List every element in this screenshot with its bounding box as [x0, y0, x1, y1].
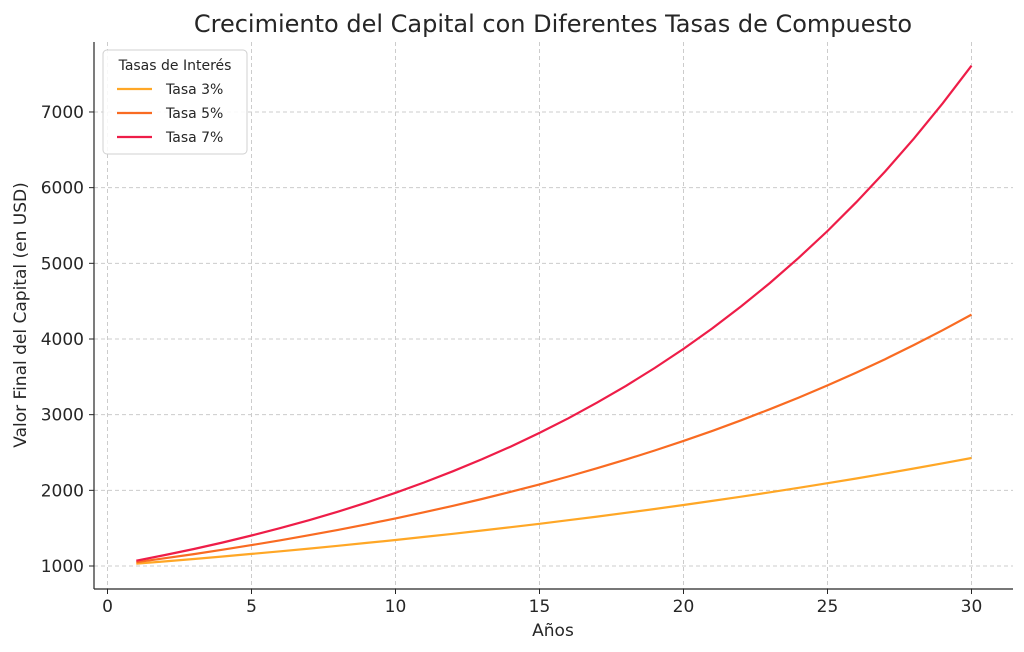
grid	[94, 42, 1013, 589]
legend: Tasas de Interés Tasa 3% Tasa 5% Tasa 7%	[102, 49, 248, 155]
x-tick-label: 25	[817, 597, 839, 617]
ticks: 0 5 10 15 20 25 30 1000 2000 3000 4000 5000 6000 7000	[41, 103, 983, 617]
y-tick-label: 4000	[41, 330, 84, 350]
y-tick-label: 5000	[41, 254, 84, 274]
y-axis-label: Valor Final del Capital (en USD)	[11, 182, 31, 447]
x-tick-label: 0	[102, 597, 113, 617]
y-tick-label: 7000	[41, 103, 84, 123]
y-tick-label: 1000	[41, 557, 84, 577]
x-tick-label: 20	[673, 597, 695, 617]
x-tick-label: 30	[961, 597, 983, 617]
x-tick-label: 15	[529, 597, 551, 617]
chart-title: Crecimiento del Capital con Diferentes T…	[194, 10, 912, 38]
legend-label: Tasa 5%	[165, 106, 223, 122]
series-line-1	[136, 456, 972, 565]
y-tick-label: 6000	[41, 179, 84, 199]
x-axis-label: Años	[532, 621, 574, 641]
series-lines	[136, 65, 973, 565]
legend-label: Tasa 3%	[165, 82, 223, 98]
series-line-3	[136, 65, 973, 562]
series-line-2	[136, 313, 973, 564]
x-tick-label: 10	[385, 597, 407, 617]
legend-box	[102, 49, 248, 155]
y-tick-label: 3000	[41, 406, 84, 426]
legend-label: Tasa 7%	[165, 130, 223, 146]
legend-title: Tasas de Interés	[118, 58, 232, 74]
y-tick-label: 2000	[41, 481, 84, 501]
x-tick-label: 5	[246, 597, 257, 617]
